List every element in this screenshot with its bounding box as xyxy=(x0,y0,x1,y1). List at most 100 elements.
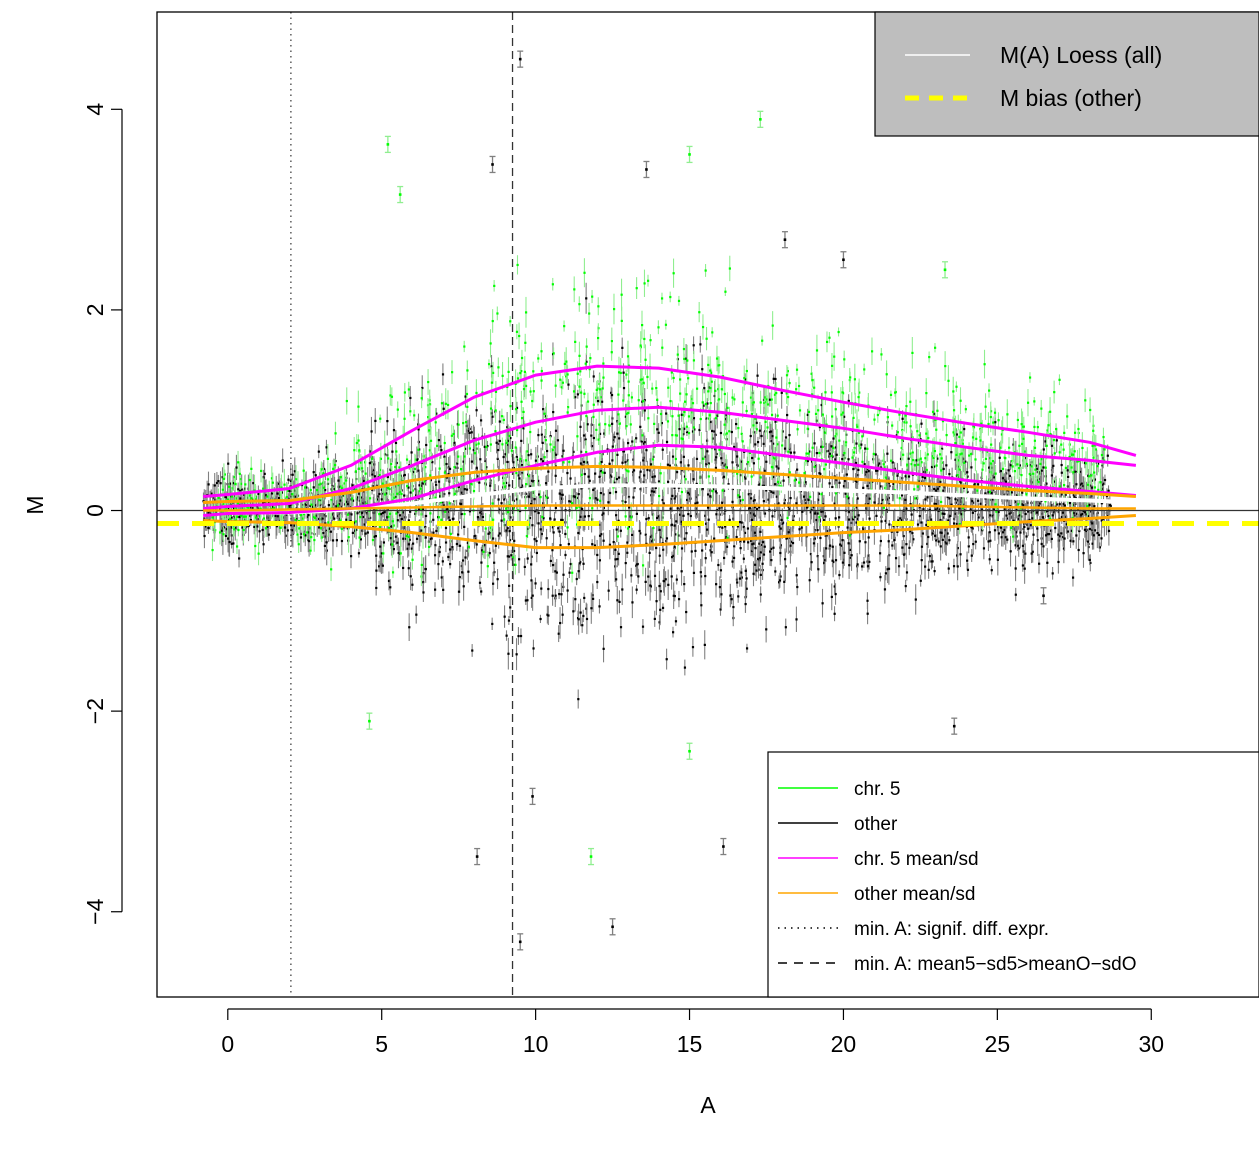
other-point-589 xyxy=(874,453,877,456)
other-point-1674 xyxy=(1072,503,1075,506)
other-point-2192 xyxy=(1080,482,1083,485)
other-point-264 xyxy=(753,506,756,509)
other-point-1369 xyxy=(714,448,717,451)
other-point-2253 xyxy=(820,445,823,448)
other-point-127 xyxy=(746,527,750,530)
other-point-133 xyxy=(939,518,942,522)
other-point-363 xyxy=(704,574,707,578)
other-point-1285 xyxy=(528,485,532,488)
other-point-1821 xyxy=(345,500,348,503)
other-point-734 xyxy=(410,547,414,550)
other-point-1682 xyxy=(1024,552,1027,555)
other-point-1135 xyxy=(834,517,837,520)
other-point-175 xyxy=(204,525,207,528)
other-point-15 xyxy=(447,555,450,559)
other-point-806 xyxy=(596,580,599,584)
other-point-2013 xyxy=(673,497,676,500)
other-point-2360 xyxy=(820,403,823,407)
other-point-1013 xyxy=(984,492,987,495)
other-point-1509 xyxy=(928,554,931,558)
other-point-252 xyxy=(926,542,929,546)
other-point-1244 xyxy=(761,543,764,547)
other-point-2314 xyxy=(554,506,557,510)
other-point-446 xyxy=(649,535,652,538)
other-point-2139 xyxy=(580,507,584,511)
other-point-1947 xyxy=(844,492,847,495)
other-point-813 xyxy=(275,525,279,528)
other-point-2180 xyxy=(655,546,658,550)
other-point-2305 xyxy=(507,652,510,655)
other-point-349 xyxy=(530,500,534,503)
other-point-810 xyxy=(763,545,766,548)
other-point-902 xyxy=(491,415,494,418)
other-point-524 xyxy=(740,460,743,463)
other-point-1633 xyxy=(650,490,653,493)
other-point-672 xyxy=(1040,469,1043,472)
other-point-934 xyxy=(585,607,588,610)
other-point-2110 xyxy=(786,413,789,417)
other-point-630 xyxy=(1045,482,1048,485)
other-point-287 xyxy=(707,386,710,389)
other-point-390 xyxy=(745,587,748,590)
other-point-911 xyxy=(333,517,336,520)
other-point-13 xyxy=(848,556,852,559)
other-point-608 xyxy=(1009,511,1012,514)
other-point-91 xyxy=(470,431,473,434)
other-point-2094 xyxy=(1088,558,1091,562)
other-point-1562 xyxy=(1098,546,1102,549)
other-point-2093 xyxy=(715,456,718,459)
other-point-2496 xyxy=(685,532,688,535)
other-point-462 xyxy=(1026,523,1029,526)
other-point-1054 xyxy=(554,429,558,432)
other-point-2325 xyxy=(784,626,787,629)
other-point-455 xyxy=(467,570,470,573)
other-point-1410 xyxy=(758,542,761,545)
other-point-1579 xyxy=(680,547,684,550)
other-point-184 xyxy=(704,455,707,458)
other-point-1881 xyxy=(337,502,341,506)
other-point-2012 xyxy=(679,513,682,516)
other-point-2046 xyxy=(540,532,543,536)
other-point-1092 xyxy=(382,541,386,544)
other-point-116 xyxy=(865,507,868,510)
other-point-2279 xyxy=(834,592,837,596)
other-point-731 xyxy=(591,543,594,546)
other-point-1270 xyxy=(884,519,887,522)
other-point-866 xyxy=(763,512,767,515)
other-point-7 xyxy=(599,470,603,473)
other-point-2269 xyxy=(854,461,858,465)
other-point-2118 xyxy=(701,487,704,490)
other-point-119 xyxy=(621,346,624,349)
other-point-662 xyxy=(829,445,832,448)
other-point-2145 xyxy=(524,599,527,602)
other-point-679 xyxy=(704,557,707,560)
other-point-2328 xyxy=(371,473,374,476)
other-point-73 xyxy=(933,502,936,505)
other-point-1431 xyxy=(624,561,627,565)
other-point-1900 xyxy=(868,560,871,563)
other-point-1654 xyxy=(783,558,787,561)
other-point-1214 xyxy=(1046,533,1049,536)
other-point-1928 xyxy=(1036,479,1039,482)
other-point-280 xyxy=(1046,561,1049,564)
other-point-24 xyxy=(389,525,393,528)
other-point-187 xyxy=(830,595,833,599)
other-point-1580 xyxy=(722,556,726,560)
other-point-620 xyxy=(724,418,727,421)
other-point-1188 xyxy=(365,511,368,514)
other-point-111 xyxy=(484,459,487,463)
other-point-1566 xyxy=(672,594,675,597)
other-point-1914 xyxy=(533,538,536,541)
other-point-901 xyxy=(1029,524,1033,527)
other-point-1917 xyxy=(795,574,798,577)
other-point-1662 xyxy=(475,409,478,412)
other-point-1283 xyxy=(241,526,244,529)
other-point-1208 xyxy=(480,561,483,564)
other-point-162 xyxy=(1055,503,1058,506)
other-point-2300 xyxy=(718,586,722,589)
other-point-1689 xyxy=(409,510,412,513)
other-point-2224 xyxy=(936,507,939,510)
other-point-1701 xyxy=(608,491,612,495)
other-point-603 xyxy=(437,562,440,566)
